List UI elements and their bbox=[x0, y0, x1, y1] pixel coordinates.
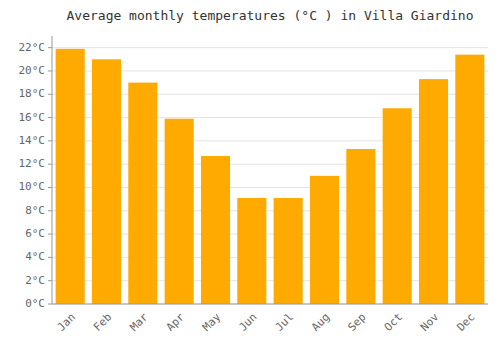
bar bbox=[274, 198, 303, 304]
y-tick-label: 16°C bbox=[19, 111, 46, 124]
grid bbox=[52, 48, 488, 304]
bar bbox=[346, 149, 375, 304]
grid-line bbox=[52, 304, 488, 305]
x-tick-label: Dec bbox=[454, 311, 477, 334]
bar bbox=[310, 176, 339, 304]
bar bbox=[419, 79, 448, 304]
y-tick-label: 4°C bbox=[25, 250, 45, 263]
x-tick-label: Jan bbox=[55, 311, 78, 334]
y-tick bbox=[48, 187, 52, 188]
y-axis-line bbox=[52, 36, 53, 304]
y-tick-label: 8°C bbox=[25, 204, 45, 217]
x-tick-label: May bbox=[200, 310, 224, 334]
y-tick bbox=[48, 280, 52, 281]
bar bbox=[237, 198, 266, 304]
title: Average monthly temperatures (°C ) in Vi… bbox=[67, 8, 474, 23]
y-tick bbox=[48, 304, 52, 305]
y-tick-label: 22°C bbox=[19, 41, 46, 54]
x-tick-label: Apr bbox=[164, 310, 188, 334]
bar bbox=[383, 108, 412, 304]
y-tick bbox=[48, 257, 52, 258]
y-tick bbox=[48, 140, 52, 141]
bar bbox=[92, 59, 121, 304]
y-tick-label: 14°C bbox=[19, 134, 46, 147]
chart-container: 0°C 2°C 4°C 6°C 8°C 10°C 12°C 14°C 16°C 18°C 20°C 2… bbox=[0, 0, 500, 350]
y-tick-label: 0°C bbox=[25, 297, 45, 310]
x-tick-label: Nov bbox=[418, 310, 442, 334]
y-tick-label: 2°C bbox=[25, 274, 45, 287]
x-tick-label: Feb bbox=[91, 311, 114, 334]
y-tick-label: 20°C bbox=[19, 64, 46, 77]
x-tick-label: Aug bbox=[309, 311, 332, 334]
y-tick-label: 18°C bbox=[19, 87, 46, 100]
bar bbox=[56, 49, 85, 304]
y-tick bbox=[48, 210, 52, 211]
chart: 0°C 2°C 4°C 6°C 8°C 10°C 12°C 14°C 16°C 18°C 20°C 2… bbox=[0, 0, 500, 350]
bar bbox=[165, 119, 194, 304]
y-tick bbox=[48, 164, 52, 165]
y-tick-label: 12°C bbox=[19, 157, 46, 170]
x-tick-label: Sep bbox=[345, 311, 368, 334]
x-tick-label: Jun bbox=[236, 311, 259, 334]
bar bbox=[128, 83, 157, 304]
bar bbox=[455, 55, 484, 304]
y-tick bbox=[48, 94, 52, 95]
y-tick bbox=[48, 234, 52, 235]
x-tick-label: Mar bbox=[127, 310, 151, 334]
y-tick bbox=[48, 70, 52, 71]
x-tick-label: Oct bbox=[382, 311, 405, 334]
y-tick-label: 6°C bbox=[25, 227, 45, 240]
grid-line bbox=[52, 47, 488, 48]
y-tick bbox=[48, 47, 52, 48]
bars bbox=[56, 49, 485, 304]
x-tick-label: Jul bbox=[273, 311, 296, 334]
x-axis: Jan Feb Mar Apr May Jun Jul Aug Sep Oct Nov Dec bbox=[52, 304, 488, 334]
y-tick bbox=[48, 117, 52, 118]
y-tick-label: 10°C bbox=[19, 180, 46, 193]
bar bbox=[201, 156, 230, 304]
x-axis-line bbox=[52, 304, 488, 305]
y-axis: 0°C 2°C 4°C 6°C 8°C 10°C 12°C 14°C 16°C 18°C 20°C 2… bbox=[19, 36, 53, 310]
